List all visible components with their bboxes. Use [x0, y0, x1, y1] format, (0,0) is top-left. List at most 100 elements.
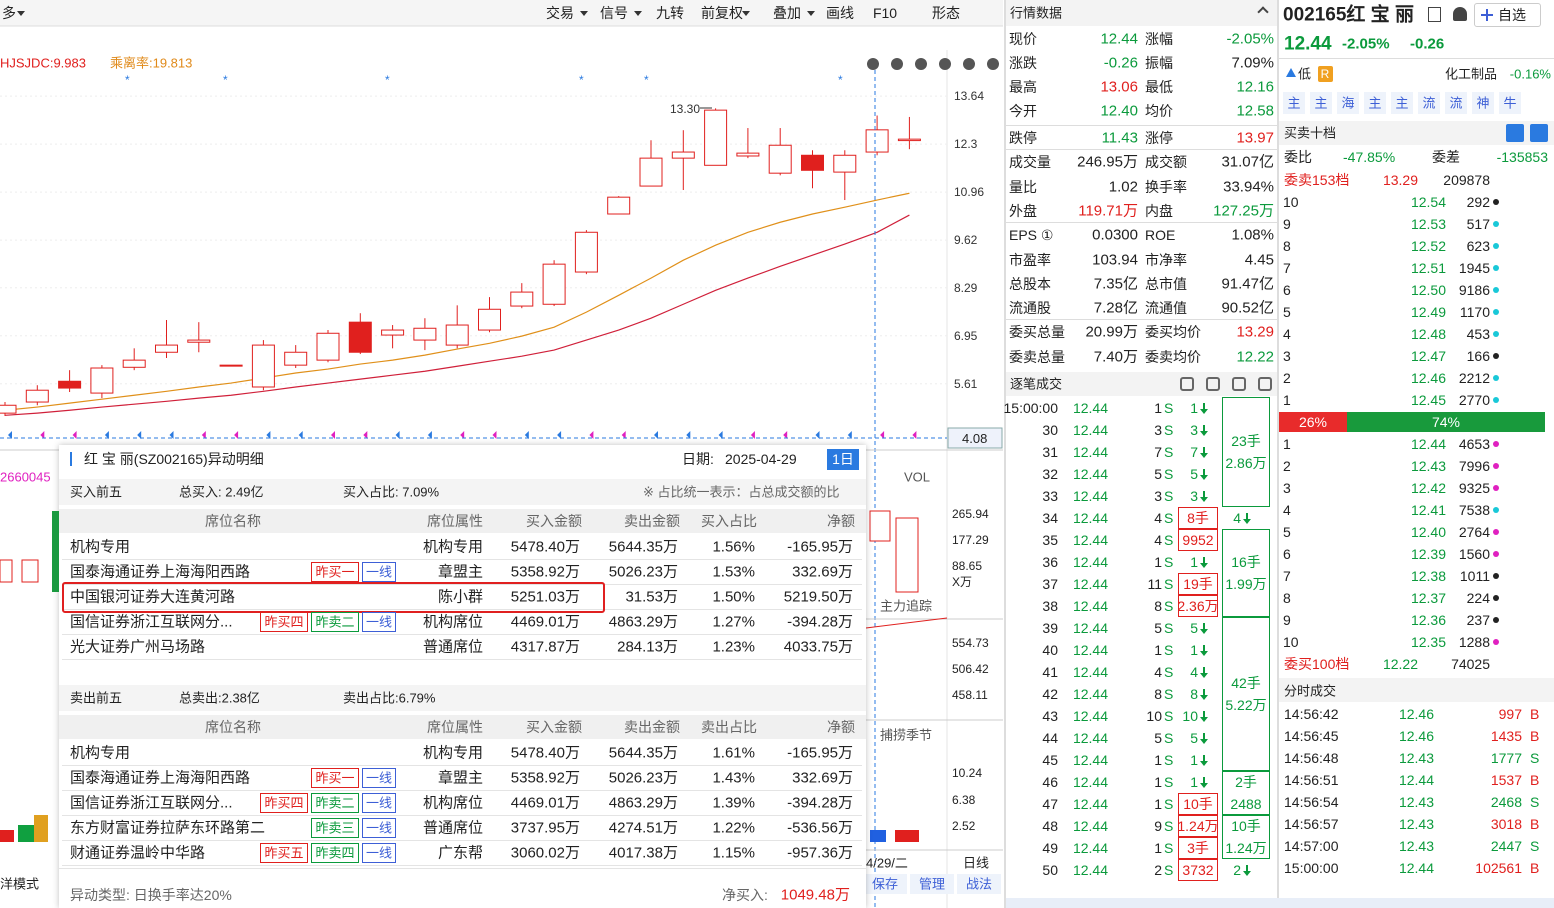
signal-arrow: [750, 431, 755, 439]
bell-icon[interactable]: [1453, 7, 1467, 21]
concept-tag[interactable]: 主: [1314, 95, 1328, 111]
label: 2488: [1230, 796, 1262, 812]
seat-tag-text[interactable]: 昨买四: [264, 614, 304, 630]
toolbar-button[interactable]: 九转: [656, 5, 684, 21]
concept-tag[interactable]: 牛: [1503, 95, 1517, 111]
signal-arrow: [847, 431, 852, 439]
label: 50: [1042, 862, 1058, 878]
label: 分时成交: [1284, 683, 1337, 699]
seat-tag-text[interactable]: 一线: [365, 770, 393, 786]
toolbar-button[interactable]: 前复权: [701, 5, 743, 21]
label: 1049.48万: [780, 886, 850, 904]
action-button[interactable]: 保存: [871, 876, 899, 892]
toolbar-button[interactable]: 信号: [600, 5, 628, 21]
seat-tag-text[interactable]: 昨买四: [264, 795, 304, 811]
toolbar-button[interactable]: F10: [872, 5, 898, 21]
info-icon[interactable]: [1428, 7, 1441, 22]
seat-tag-text[interactable]: 一线: [365, 795, 393, 811]
concept-tag[interactable]: 流: [1449, 95, 1463, 111]
label: 33.94%: [1223, 178, 1274, 196]
seat-tag[interactable]: [362, 818, 396, 838]
label: 总股本: [1009, 275, 1051, 292]
tag-bg[interactable]: [1337, 92, 1359, 114]
toolbar-button[interactable]: 形态: [932, 5, 960, 21]
toolbar-button[interactable]: 画线: [826, 5, 854, 21]
concept-tag[interactable]: 流: [1422, 95, 1436, 111]
row-sep: [62, 790, 862, 791]
label: 127.25万: [1213, 202, 1274, 220]
signal-star: *: [838, 73, 843, 87]
tag-bg[interactable]: [1391, 92, 1413, 114]
seat-tag[interactable]: [362, 562, 396, 582]
big-order-box: [1178, 595, 1218, 617]
tag-bg[interactable]: [1418, 92, 1440, 114]
signal-arrow: [557, 431, 562, 439]
seat-tag[interactable]: [311, 768, 359, 788]
concept-tag[interactable]: 主: [1395, 95, 1409, 111]
seat-tag[interactable]: [311, 612, 359, 632]
label[interactable]: 1日: [832, 451, 854, 467]
concept-tag[interactable]: 神: [1476, 95, 1490, 111]
panel-icon[interactable]: [1180, 377, 1194, 391]
seat-tag[interactable]: [311, 818, 359, 838]
concept-tag[interactable]: 主: [1287, 95, 1301, 111]
label: -47.85%: [1343, 149, 1396, 165]
watch-button[interactable]: 自选: [1498, 7, 1526, 23]
seat-tag[interactable]: [362, 768, 396, 788]
label: 7: [1283, 260, 1291, 276]
action-button[interactable]: 战法: [965, 876, 993, 892]
seat-tag[interactable]: [311, 562, 359, 582]
seat-tag[interactable]: [260, 843, 308, 863]
seat-tag-text[interactable]: 昨卖二: [315, 795, 355, 811]
label: 12.51: [1410, 260, 1446, 276]
toolbar-button[interactable]: 叠加: [773, 5, 801, 21]
concept-tag[interactable]: 主: [1368, 95, 1382, 111]
signal-arrow: [589, 431, 594, 439]
seat-tag-text[interactable]: 昨买一: [315, 770, 355, 786]
seat-tag[interactable]: [311, 793, 359, 813]
label: 1: [1283, 436, 1291, 452]
period-button[interactable]: 日线: [962, 855, 990, 871]
seat-tag[interactable]: [362, 612, 396, 632]
seat-tag[interactable]: [260, 612, 308, 632]
tag-bg[interactable]: [1310, 92, 1332, 114]
panel-icon[interactable]: [1530, 124, 1548, 142]
table-header: [59, 509, 866, 533]
button-bg[interactable]: [957, 874, 1001, 894]
seat-tag-text[interactable]: 一线: [365, 564, 393, 580]
period-tab[interactable]: [827, 449, 859, 470]
seat-tag-text[interactable]: 昨卖四: [315, 845, 355, 861]
tag-bg[interactable]: [1283, 92, 1305, 114]
panel-icon[interactable]: [1258, 377, 1272, 391]
button-bg[interactable]: [910, 874, 954, 894]
panel-icon[interactable]: [1232, 377, 1246, 391]
seat-tag[interactable]: [362, 843, 396, 863]
menu-button[interactable]: 多: [2, 5, 16, 21]
seat-tag-text[interactable]: 昨卖三: [315, 820, 355, 836]
panel-icon[interactable]: [1506, 124, 1524, 142]
down-arrow: [1203, 469, 1205, 476]
panel-icon[interactable]: [1206, 377, 1220, 391]
seat-tag-text[interactable]: 一线: [365, 614, 393, 630]
seat-tag[interactable]: [362, 793, 396, 813]
watch-button[interactable]: [1474, 3, 1541, 27]
action-button[interactable]: 管理: [918, 876, 946, 892]
label: 红 宝 丽(SZ002165)异动明细: [84, 451, 264, 467]
seat-tag-text[interactable]: 昨卖二: [315, 614, 355, 630]
seat-tag-text[interactable]: 昨买一: [315, 564, 355, 580]
seat-tag[interactable]: [260, 793, 308, 813]
tag-bg[interactable]: [1499, 92, 1521, 114]
toolbar-button[interactable]: 交易: [546, 5, 574, 21]
seat-tag-text[interactable]: 一线: [365, 845, 393, 861]
seat-tag-text[interactable]: 昨买五: [264, 845, 304, 861]
tag-bg[interactable]: [1472, 92, 1494, 114]
concept-tag[interactable]: 海: [1341, 95, 1355, 111]
button-bg[interactable]: [863, 874, 907, 894]
label: 32: [1042, 466, 1058, 482]
down-arrow: [1200, 629, 1208, 634]
seat-tag-text[interactable]: 一线: [365, 820, 393, 836]
label: 主力追踪: [880, 598, 933, 614]
tag-bg[interactable]: [1364, 92, 1386, 114]
seat-tag[interactable]: [311, 843, 359, 863]
tag-bg[interactable]: [1445, 92, 1467, 114]
